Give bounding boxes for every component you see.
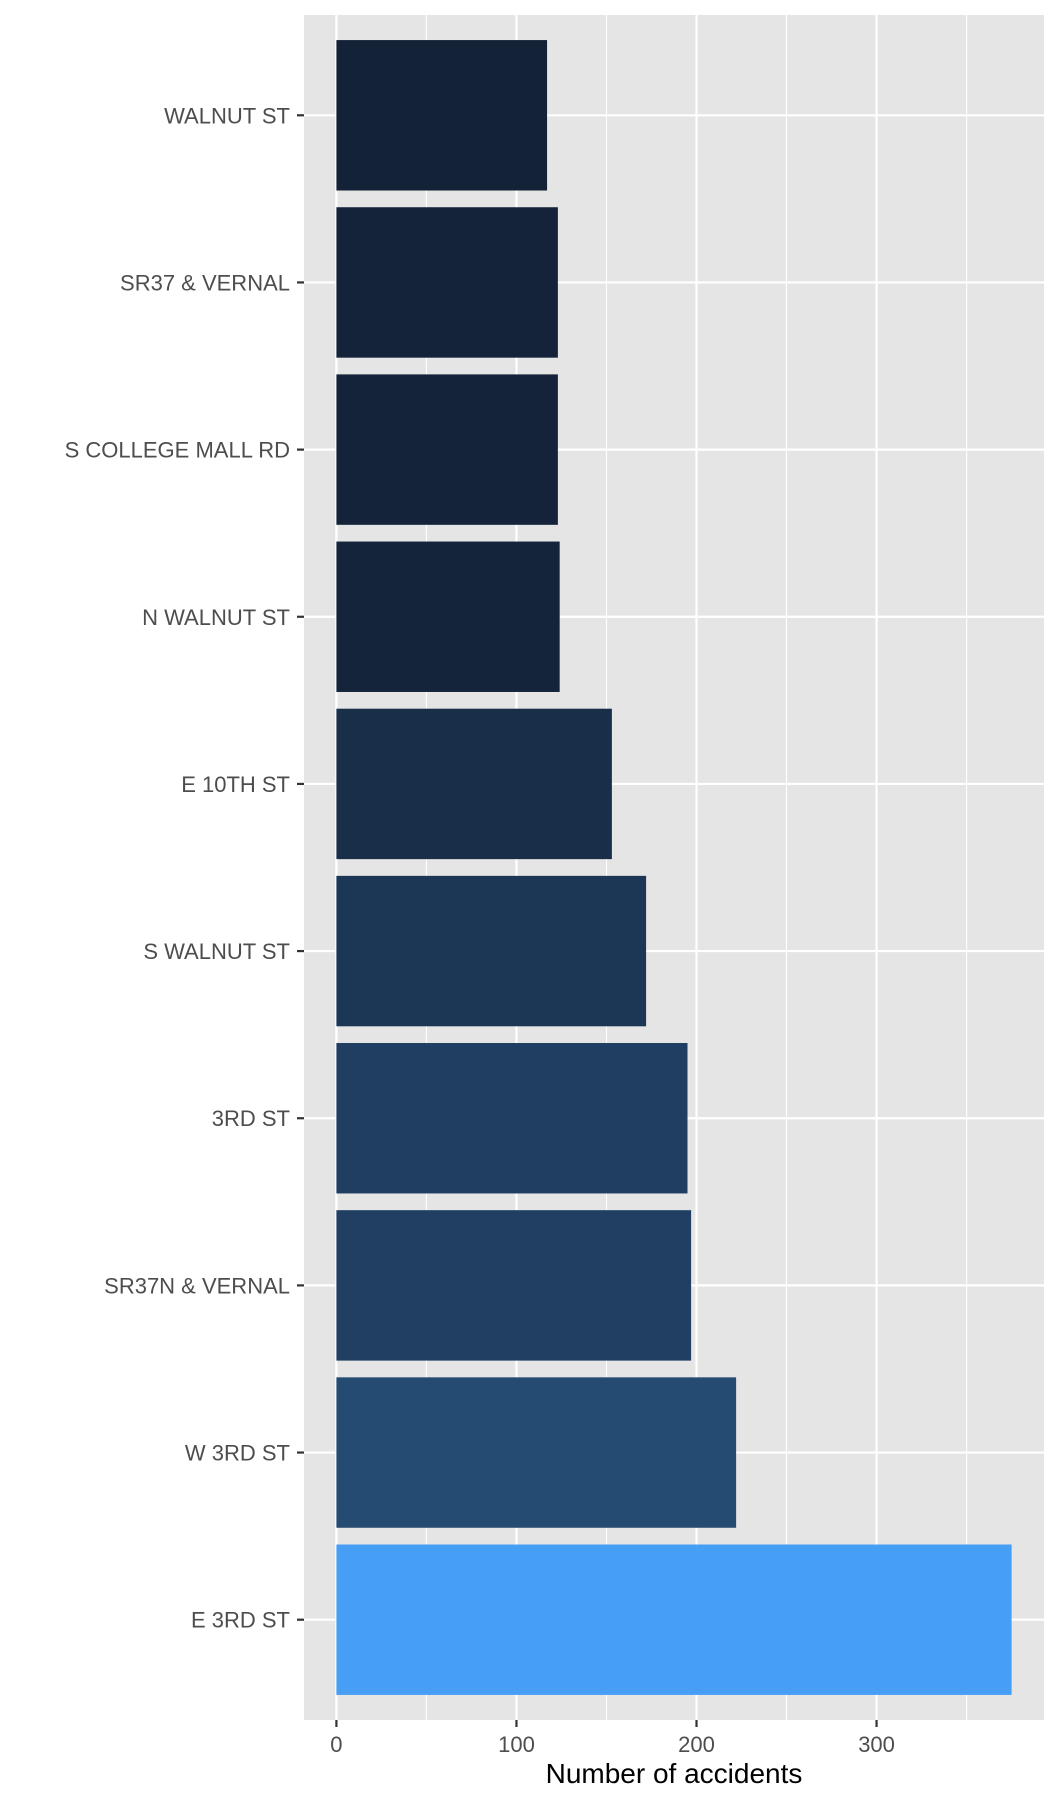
y-tick-label: E 10TH ST <box>181 772 290 797</box>
bar <box>336 875 647 1027</box>
x-tick-label: 100 <box>498 1732 535 1757</box>
bars <box>336 40 1012 1695</box>
y-tick-label: N WALNUT ST <box>142 605 290 630</box>
x-tick-label: 300 <box>858 1732 895 1757</box>
bar <box>336 40 548 191</box>
x-axis: 0 100 200 300 <box>330 1720 895 1757</box>
y-axis: E 3RD ST W 3RD ST SR37N & VERNAL 3RD ST S WA… <box>65 103 304 1633</box>
y-tick-label: E 3RD ST <box>191 1608 290 1633</box>
bar <box>336 541 560 692</box>
bar <box>336 1043 688 1194</box>
y-tick-label: SR37N & VERNAL <box>104 1273 290 1298</box>
y-tick-label: SR37 & VERNAL <box>120 270 290 295</box>
bar <box>336 708 612 860</box>
y-tick-label: S WALNUT ST <box>143 939 290 964</box>
bar <box>336 1210 692 1361</box>
x-tick-label: 0 <box>330 1732 342 1757</box>
bar <box>336 207 558 358</box>
y-tick-label: W 3RD ST <box>185 1441 290 1466</box>
y-tick-label: S COLLEGE MALL RD <box>65 438 290 463</box>
x-axis-title: Number of accidents <box>546 1758 803 1789</box>
y-tick-label: 3RD ST <box>212 1106 290 1131</box>
y-tick-label: WALNUT ST <box>164 103 290 128</box>
bar <box>336 1544 1012 1695</box>
bar <box>336 1377 737 1528</box>
bar <box>336 374 558 525</box>
x-tick-label: 200 <box>678 1732 715 1757</box>
